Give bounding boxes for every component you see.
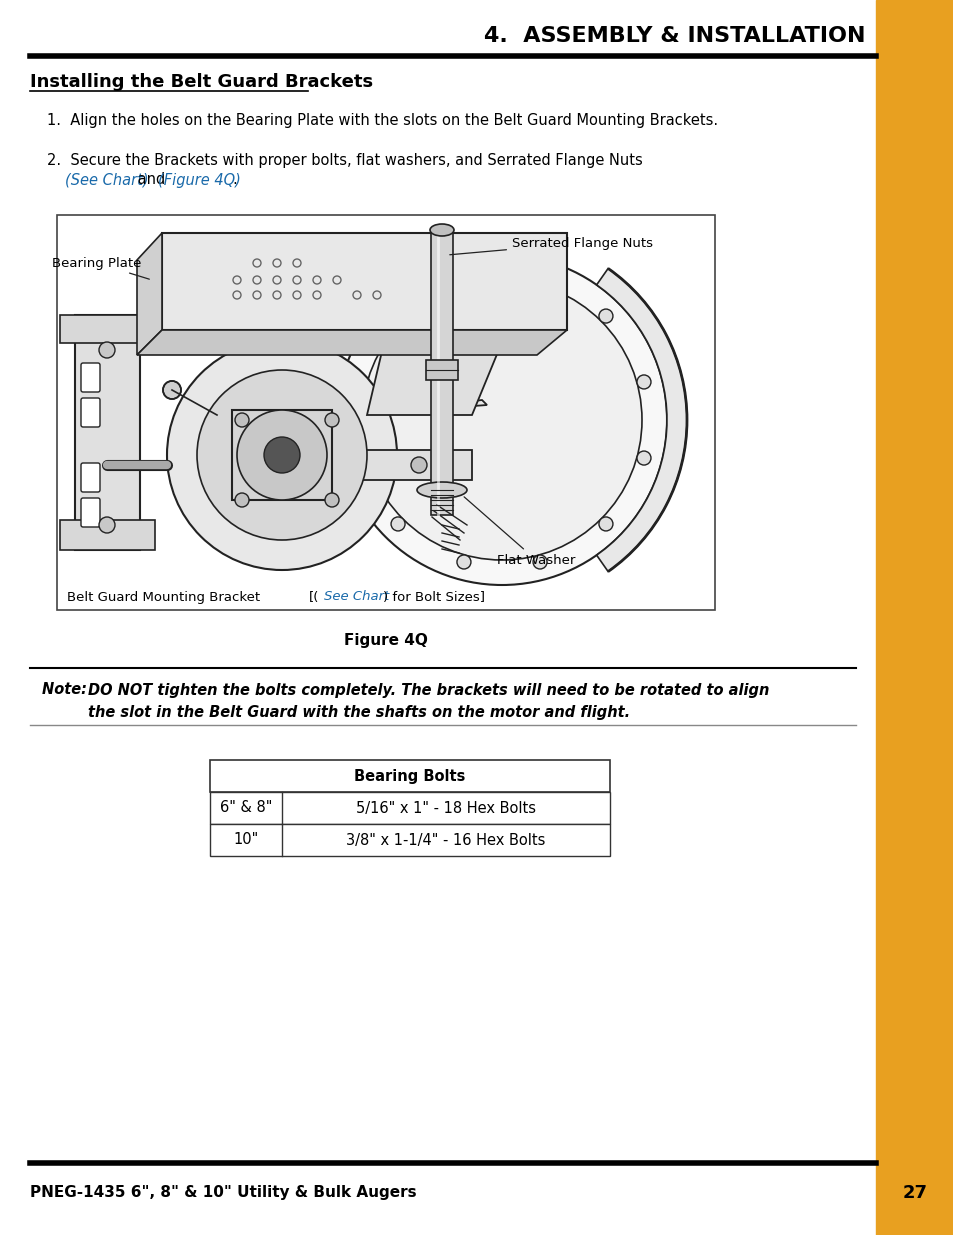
Text: Bearing Plate: Bearing Plate <box>52 257 150 279</box>
FancyBboxPatch shape <box>81 498 100 527</box>
Ellipse shape <box>430 224 454 236</box>
Polygon shape <box>137 330 566 354</box>
Text: (Figure 4Q): (Figure 4Q) <box>158 173 240 188</box>
Circle shape <box>391 517 405 531</box>
Bar <box>57 215 714 610</box>
Bar <box>431 230 453 515</box>
Polygon shape <box>596 268 686 572</box>
Text: Serrated Flange Nuts: Serrated Flange Nuts <box>449 236 652 254</box>
Polygon shape <box>336 450 472 480</box>
Text: 4.  ASSEMBLY & INSTALLATION: 4. ASSEMBLY & INSTALLATION <box>484 26 865 46</box>
Text: 6" & 8": 6" & 8" <box>219 800 272 815</box>
Bar <box>210 824 609 856</box>
Text: Note:: Note: <box>42 683 92 698</box>
Text: DO NOT tighten the bolts completely. The brackets will need to be rotated to ali: DO NOT tighten the bolts completely. The… <box>88 683 768 698</box>
Circle shape <box>163 382 181 399</box>
Circle shape <box>533 555 546 569</box>
Circle shape <box>99 342 115 358</box>
Circle shape <box>264 437 299 473</box>
Circle shape <box>598 517 612 531</box>
Circle shape <box>99 517 115 534</box>
Bar <box>210 792 609 824</box>
Circle shape <box>391 309 405 324</box>
FancyBboxPatch shape <box>81 398 100 427</box>
Circle shape <box>236 410 327 500</box>
Circle shape <box>598 309 612 324</box>
Polygon shape <box>162 233 566 330</box>
Circle shape <box>234 493 249 508</box>
Text: .: . <box>232 173 236 188</box>
Bar <box>210 760 609 792</box>
Text: Installing the Belt Guard Brackets: Installing the Belt Guard Brackets <box>30 73 373 91</box>
Text: [(: [( <box>309 590 319 604</box>
Circle shape <box>637 451 650 466</box>
Text: 2.  Secure the Brackets with proper bolts, flat washers, and Serrated Flange Nut: 2. Secure the Brackets with proper bolts… <box>47 152 642 168</box>
Circle shape <box>325 493 338 508</box>
Text: See Chart: See Chart <box>324 590 389 604</box>
Text: (See Chart): (See Chart) <box>65 173 149 188</box>
Bar <box>60 520 154 550</box>
Text: 10": 10" <box>233 832 258 847</box>
Polygon shape <box>367 330 506 415</box>
Polygon shape <box>322 400 486 420</box>
Text: PNEG-1435 6", 8" & 10" Utility & Bulk Augers: PNEG-1435 6", 8" & 10" Utility & Bulk Au… <box>30 1186 416 1200</box>
FancyBboxPatch shape <box>426 359 457 380</box>
Circle shape <box>456 270 471 285</box>
FancyBboxPatch shape <box>232 410 332 500</box>
Text: 27: 27 <box>902 1184 926 1202</box>
Circle shape <box>234 412 249 427</box>
Bar <box>875 0 953 1235</box>
Text: Figure 4Q: Figure 4Q <box>344 632 428 647</box>
FancyBboxPatch shape <box>81 463 100 492</box>
Text: 3/8" x 1-1/4" - 16 Hex Bolts: 3/8" x 1-1/4" - 16 Hex Bolts <box>346 832 545 847</box>
FancyBboxPatch shape <box>81 363 100 391</box>
Text: the slot in the Belt Guard with the shafts on the motor and flight.: the slot in the Belt Guard with the shaf… <box>88 705 630 720</box>
Text: Flat Washer: Flat Washer <box>463 496 575 567</box>
Circle shape <box>336 254 666 585</box>
Circle shape <box>361 280 641 559</box>
Circle shape <box>533 270 546 285</box>
Text: Bearing Bolts: Bearing Bolts <box>354 768 465 783</box>
Ellipse shape <box>416 482 467 498</box>
Bar <box>60 315 154 343</box>
Circle shape <box>196 370 367 540</box>
Bar <box>75 315 140 550</box>
Circle shape <box>411 457 427 473</box>
Text: 1.  Align the holes on the Bearing Plate with the slots on the Belt Guard Mounti: 1. Align the holes on the Bearing Plate … <box>47 112 718 127</box>
Circle shape <box>637 375 650 389</box>
Circle shape <box>456 555 471 569</box>
Circle shape <box>325 412 338 427</box>
Circle shape <box>167 340 396 571</box>
Circle shape <box>353 375 367 389</box>
Text: 5/16" x 1" - 18 Hex Bolts: 5/16" x 1" - 18 Hex Bolts <box>355 800 536 815</box>
Text: and: and <box>132 173 170 188</box>
Text: Belt Guard Mounting Bracket: Belt Guard Mounting Bracket <box>67 590 260 604</box>
Polygon shape <box>137 233 162 354</box>
Text: ) for Bolt Sizes]: ) for Bolt Sizes] <box>382 590 484 604</box>
